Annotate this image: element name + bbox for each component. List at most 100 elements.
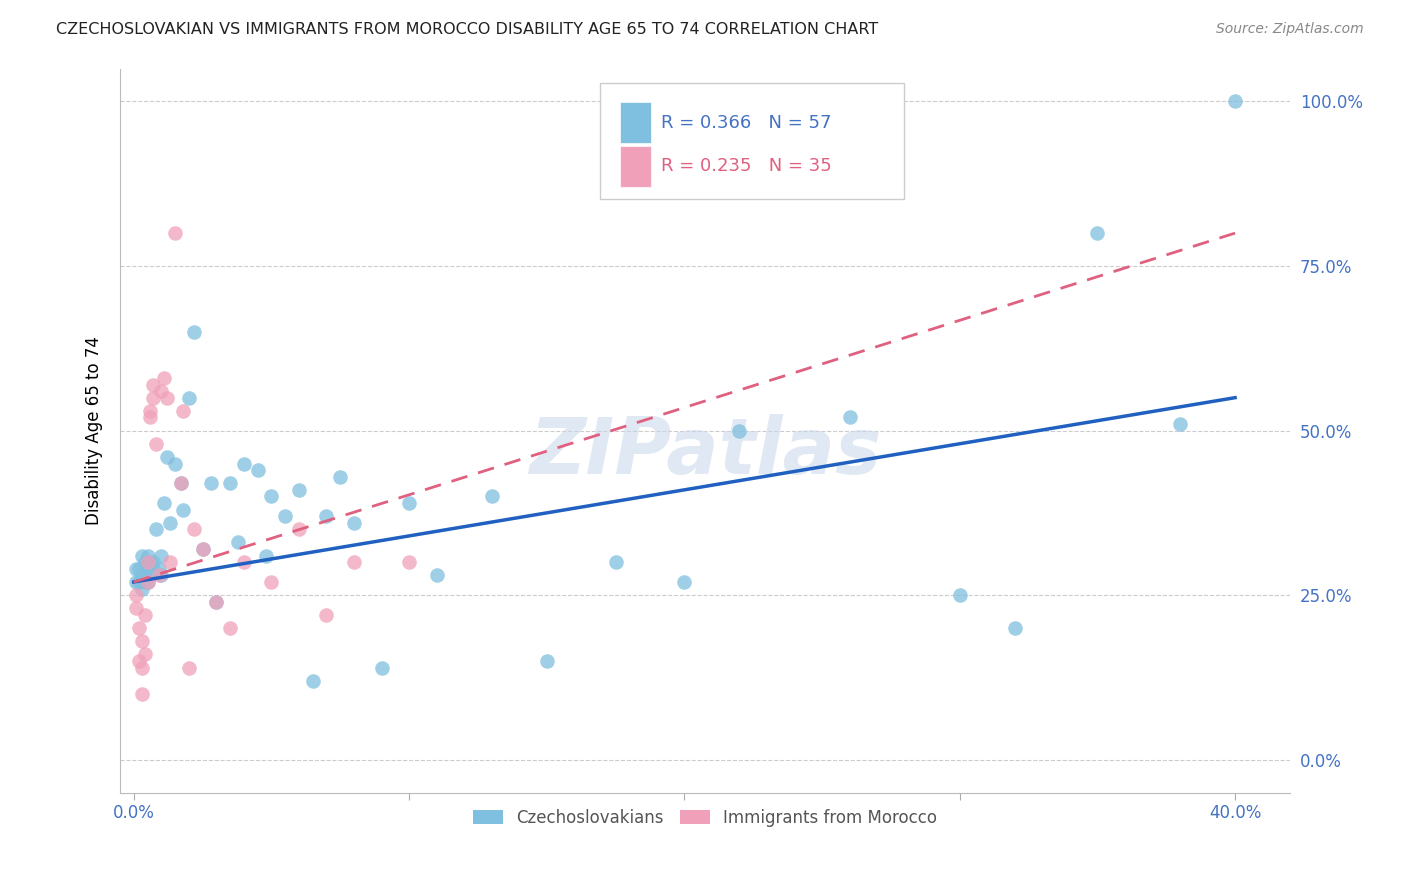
Point (343, 516, 366, 530)
Point (1087, 226, 1109, 240)
Point (145, 522, 167, 536)
Point (153, 371, 176, 385)
Point (370, 660, 392, 674)
Point (728, 424, 751, 438)
Point (605, 555, 627, 569)
Point (254, 549, 277, 563)
Point (191, 542, 214, 557)
Text: R = 0.366   N = 57: R = 0.366 N = 57 (661, 114, 831, 132)
Point (131, 634, 153, 648)
Text: R = 0.235   N = 35: R = 0.235 N = 35 (661, 157, 831, 176)
Point (148, 568, 170, 582)
Point (301, 673, 323, 688)
Point (169, 476, 191, 491)
Point (246, 463, 269, 477)
Point (536, 654, 558, 668)
Point (136, 574, 159, 589)
Point (1168, 417, 1191, 431)
Point (205, 595, 228, 609)
Point (153, 496, 176, 510)
Point (136, 549, 159, 563)
Point (315, 509, 337, 524)
Text: CZECHOSLOVAKIAN VS IMMIGRANTS FROM MOROCCO DISABILITY AGE 65 TO 74 CORRELATION C: CZECHOSLOVAKIAN VS IMMIGRANTS FROM MOROC… (56, 22, 879, 37)
Point (136, 562, 159, 576)
Point (134, 574, 156, 589)
Point (134, 648, 156, 662)
Point (131, 687, 153, 701)
Point (329, 469, 352, 483)
Point (274, 509, 297, 524)
Point (128, 654, 150, 668)
Text: ZIPatlas: ZIPatlas (529, 414, 882, 491)
Point (145, 436, 167, 450)
Point (232, 555, 254, 569)
Point (125, 562, 148, 576)
Point (156, 391, 179, 405)
Point (159, 555, 181, 569)
Point (673, 574, 696, 589)
Point (125, 588, 148, 602)
Point (142, 555, 165, 569)
Point (481, 490, 503, 504)
Point (128, 574, 150, 589)
Point (398, 555, 420, 569)
Point (128, 562, 150, 576)
Point (142, 562, 165, 576)
Point (131, 549, 153, 563)
Point (288, 522, 311, 536)
Point (172, 502, 194, 516)
Point (1223, 95, 1246, 109)
Legend: Czechoslovakians, Immigrants from Morocco: Czechoslovakians, Immigrants from Morocc… (464, 800, 946, 835)
Point (191, 542, 214, 557)
Point (163, 226, 186, 240)
Point (1004, 621, 1026, 635)
Point (131, 660, 153, 674)
Point (134, 555, 156, 569)
Point (125, 574, 148, 589)
Point (177, 391, 200, 405)
Point (228, 535, 250, 549)
Point (288, 483, 311, 497)
Point (172, 404, 194, 418)
Point (219, 476, 242, 491)
Point (150, 568, 173, 582)
Point (131, 582, 153, 596)
Point (125, 601, 148, 615)
Point (200, 476, 222, 491)
Point (426, 568, 449, 582)
Point (183, 522, 205, 536)
Point (142, 377, 165, 392)
Point (260, 490, 283, 504)
Point (139, 404, 162, 418)
Point (315, 607, 337, 622)
Point (139, 568, 162, 582)
Point (398, 496, 420, 510)
FancyBboxPatch shape (600, 83, 904, 199)
Point (343, 555, 366, 569)
Point (169, 476, 191, 491)
Point (131, 568, 153, 582)
Point (148, 562, 170, 576)
Point (134, 607, 156, 622)
Point (150, 549, 173, 563)
FancyBboxPatch shape (620, 103, 651, 144)
Point (159, 516, 181, 530)
Point (136, 555, 159, 569)
Point (128, 621, 150, 635)
Point (183, 325, 205, 339)
Point (232, 457, 254, 471)
Point (156, 450, 179, 464)
Point (219, 621, 242, 635)
Point (139, 555, 162, 569)
FancyBboxPatch shape (620, 145, 651, 187)
Point (142, 391, 165, 405)
Point (949, 588, 972, 602)
Y-axis label: Disability Age 65 to 74: Disability Age 65 to 74 (86, 336, 103, 525)
Point (136, 574, 159, 589)
Point (205, 595, 228, 609)
Point (260, 574, 283, 589)
Point (139, 410, 162, 425)
Text: Source: ZipAtlas.com: Source: ZipAtlas.com (1216, 22, 1364, 37)
Point (150, 384, 173, 398)
Point (838, 410, 860, 425)
